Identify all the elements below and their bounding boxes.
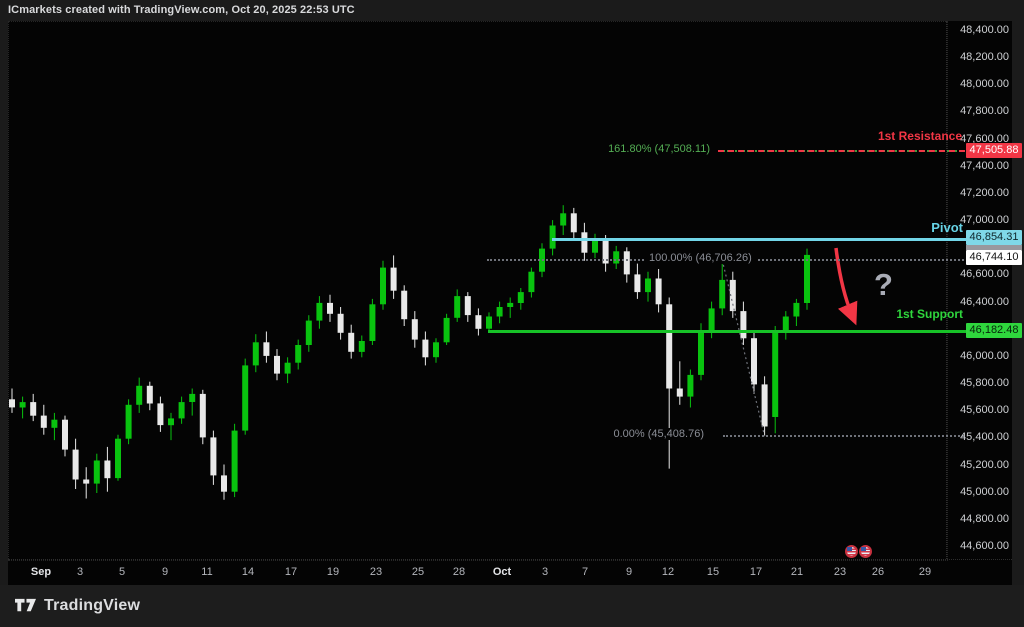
footer-bar: TradingView	[0, 585, 1024, 627]
resistance-price-badge: 47,505.88	[966, 143, 1022, 159]
time-tick-label: 19	[326, 566, 340, 578]
time-tick-label: Oct	[492, 566, 512, 578]
plot-border	[8, 21, 948, 561]
time-tick-label: 5	[118, 566, 126, 578]
fib-100-label[interactable]: 100.00% (46,706.26)	[645, 251, 756, 264]
us-flag-icon[interactable]	[845, 545, 858, 558]
time-tick-label: 14	[241, 566, 255, 578]
price-tick-label: 48,200.00	[960, 51, 1009, 64]
last-price-badge: 46,744.10	[966, 249, 1022, 265]
overlapped-price-badge	[966, 245, 1022, 251]
attribution-text: ICmarkets created with TradingView.com, …	[8, 4, 355, 16]
time-tick-label: 17	[284, 566, 298, 578]
resistance-label[interactable]: 1st Resistance	[877, 129, 962, 144]
price-tick-label: 45,200.00	[960, 458, 1009, 471]
price-tick-label: 46,400.00	[960, 295, 1009, 308]
price-tick-label: 47,200.00	[960, 186, 1009, 199]
time-tick-label: 9	[161, 566, 169, 578]
right-frame-strip	[1012, 21, 1024, 585]
price-tick-label: 45,000.00	[960, 485, 1009, 498]
price-tick-label: 45,800.00	[960, 377, 1009, 390]
time-tick-label: 7	[581, 566, 589, 578]
time-tick-label: 25	[411, 566, 425, 578]
time-tick-label: Sep	[30, 566, 52, 578]
price-tick-label: 46,000.00	[960, 349, 1009, 362]
time-tick-label: 9	[625, 566, 633, 578]
time-tick-label: 23	[369, 566, 383, 578]
price-tick-label: 44,600.00	[960, 540, 1009, 552]
pivot-price-badge: 46,854.31	[966, 229, 1022, 245]
price-tick-label: 47,600.00	[960, 132, 1009, 145]
price-tick-label: 47,000.00	[960, 214, 1009, 227]
axis-separator-vertical	[946, 21, 947, 559]
price-tick-label: 48,400.00	[960, 24, 1009, 36]
price-tick-label: 46,600.00	[960, 268, 1009, 281]
axis-separator-horizontal	[8, 559, 1012, 560]
time-tick-label: 21	[790, 566, 804, 578]
tradingview-logo[interactable]: TradingView	[14, 595, 140, 616]
fib-0-line[interactable]	[723, 435, 964, 438]
time-tick-label: 26	[871, 566, 885, 578]
chart-canvas[interactable]: 1st Resistance Pivot 1st Support 161.80%…	[8, 21, 1024, 585]
price-tick-label: 47,400.00	[960, 159, 1009, 172]
time-tick-label: 29	[918, 566, 932, 578]
support-line[interactable]	[488, 329, 966, 333]
attribution-bar: ICmarkets created with TradingView.com, …	[0, 0, 1024, 21]
price-tick-label: 45,600.00	[960, 404, 1009, 417]
time-tick-label: 12	[661, 566, 675, 578]
fib-161-label[interactable]: 161.80% (47,508.11)	[604, 143, 714, 156]
time-tick-label: 3	[541, 566, 549, 578]
fib-retracement-diagonal	[721, 259, 766, 437]
price-tick-label: 47,800.00	[960, 105, 1009, 118]
support-price-badge: 46,182.48	[966, 323, 1022, 339]
time-tick-label: 28	[452, 566, 466, 578]
tradingview-logo-icon	[15, 598, 36, 612]
time-tick-label: 17	[749, 566, 763, 578]
pivot-label[interactable]: Pivot	[931, 219, 963, 235]
resistance-line[interactable]	[718, 150, 965, 153]
pivot-line[interactable]	[552, 238, 966, 242]
price-tick-label: 44,800.00	[960, 512, 1009, 525]
time-tick-label: 11	[201, 566, 213, 578]
time-tick-label: 3	[76, 566, 84, 578]
time-tick-label: 15	[706, 566, 720, 578]
question-mark-drawing[interactable]: ?	[874, 267, 893, 302]
price-tick-label: 48,000.00	[960, 78, 1009, 91]
price-tick-label: 45,400.00	[960, 431, 1009, 444]
us-flag-icon[interactable]	[859, 545, 872, 558]
time-tick-label: 23	[833, 566, 847, 578]
support-label[interactable]: 1st Support	[896, 307, 963, 322]
candlestick-plot	[9, 205, 858, 500]
tradingview-logo-text: TradingView	[44, 596, 141, 614]
fib-0-label[interactable]: 0.00% (45,408.76)	[609, 428, 708, 441]
